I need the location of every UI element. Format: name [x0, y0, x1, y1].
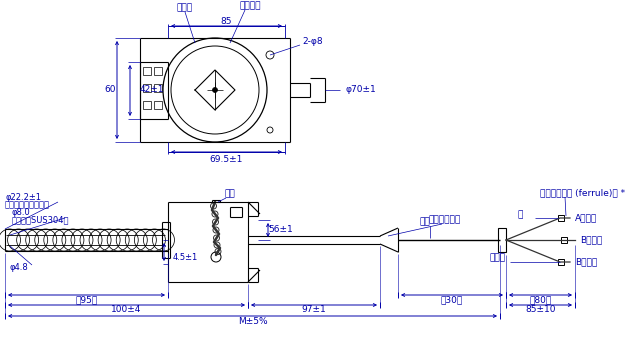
- Text: B（黑）: B（黑）: [575, 257, 597, 266]
- Text: 端子笱: 端子笱: [177, 4, 193, 12]
- Text: 2-φ8: 2-φ8: [302, 36, 323, 45]
- Text: 69.5±1: 69.5±1: [210, 155, 243, 164]
- Circle shape: [212, 87, 217, 92]
- Text: 42±1: 42±1: [140, 85, 164, 95]
- Text: 100±4: 100±4: [112, 306, 142, 315]
- Text: 97±1: 97±1: [302, 306, 326, 315]
- Text: （80）: （80）: [529, 296, 552, 305]
- Text: 85±10: 85±10: [525, 306, 556, 315]
- Text: φ70±1: φ70±1: [346, 85, 377, 95]
- Text: 60: 60: [104, 85, 116, 95]
- Bar: [143, 101, 151, 109]
- Text: （95）: （95）: [76, 296, 98, 305]
- Text: 4.5±1: 4.5±1: [173, 252, 198, 261]
- Text: B（白）: B（白）: [580, 236, 602, 245]
- Bar: [498, 228, 506, 252]
- Text: φ4.8: φ4.8: [10, 263, 29, 272]
- Bar: [561, 237, 567, 243]
- Text: 產品標簼: 產品標簼: [239, 1, 261, 10]
- Text: A（紅）: A（紅）: [575, 213, 597, 222]
- Bar: [154, 67, 162, 75]
- Text: 棒端子（歐式 (ferrule)） *: 棒端子（歐式 (ferrule)） *: [540, 188, 625, 197]
- Text: M±5%: M±5%: [238, 317, 267, 326]
- Bar: [558, 215, 564, 221]
- Text: 白: 白: [517, 211, 523, 220]
- Text: 85: 85: [220, 16, 232, 25]
- Text: 錢條: 錢條: [225, 190, 236, 198]
- Text: 保護管（SUS304）: 保護管（SUS304）: [12, 215, 69, 224]
- Text: φ22.2±1: φ22.2±1: [5, 193, 41, 202]
- Bar: [154, 84, 162, 92]
- Bar: [154, 101, 162, 109]
- Text: 導線: 導線: [420, 217, 430, 226]
- Text: 56±1: 56±1: [268, 226, 294, 235]
- Bar: [558, 259, 564, 265]
- Text: 保護管（黃銅鵛錢）: 保護管（黃銅鵛錢）: [5, 200, 50, 209]
- Bar: [143, 84, 151, 92]
- Text: 收縮管（黑）: 收縮管（黑）: [429, 216, 461, 225]
- Text: （30）: （30）: [441, 296, 463, 305]
- Text: φ8.0: φ8.0: [12, 208, 31, 217]
- Text: 標記管: 標記管: [490, 253, 506, 262]
- Bar: [143, 67, 151, 75]
